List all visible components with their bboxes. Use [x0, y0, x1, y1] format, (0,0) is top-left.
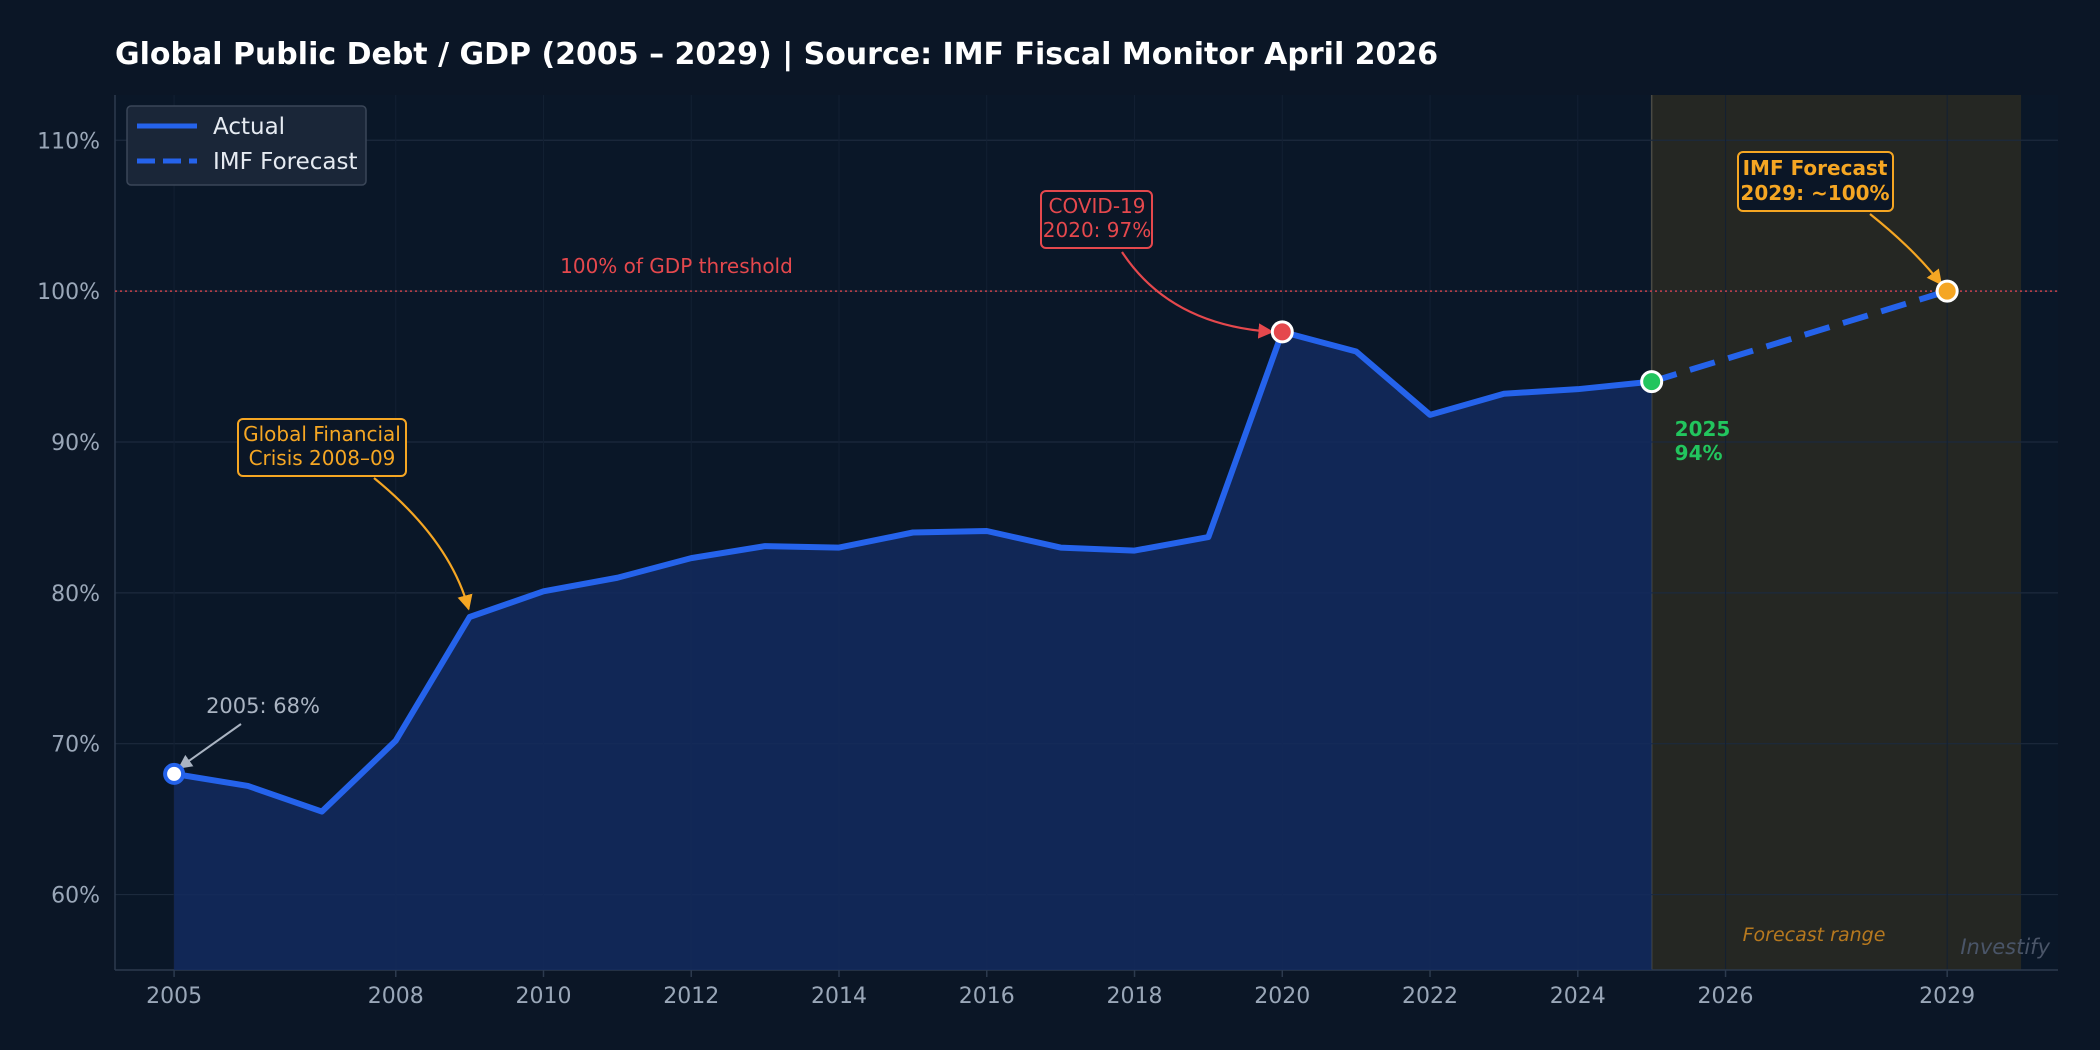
covid-annotation-line1: COVID-19 [1048, 194, 1145, 218]
gfc-annotation-line2: Crisis 2008–09 [249, 446, 396, 470]
y-tick-label: 70% [51, 733, 100, 758]
forecast-range-label: Forecast range [1743, 924, 1886, 946]
series-line-forecast [1650, 288, 1949, 385]
covid-annotation-box [1040, 190, 1153, 249]
legend-label-actual: Actual [213, 114, 285, 140]
x-tick-label: 2005 [146, 984, 202, 1009]
current-annotation-line2: 94% [1675, 441, 1723, 465]
current-point-marker [1640, 370, 1664, 394]
series-line-actual [171, 328, 1655, 815]
x-tick-label: 2024 [1550, 984, 1606, 1009]
y-tick-label: 60% [51, 884, 100, 909]
forecast-point-marker [1935, 279, 1959, 303]
gfc-annotation-box [237, 418, 407, 477]
forecast-annotation-box [1737, 151, 1894, 212]
y-tick-label: 100% [37, 280, 100, 305]
forecast-shading [1651, 95, 2022, 970]
start-annotation-label: 2005: 68% [206, 694, 320, 718]
chart-title: Global Public Debt / GDP (2005 – 2029) |… [115, 37, 1438, 72]
watermark: Investify [1960, 935, 2050, 959]
x-tick-label: 2029 [1919, 984, 1975, 1009]
forecast-annotation-line1: IMF Forecast [1743, 156, 1888, 180]
x-tick-label: 2008 [368, 984, 424, 1009]
current-annotation-line1: 2025 [1675, 417, 1731, 441]
forecast-annotation-arrow [1869, 213, 1943, 286]
covid-annotation-line2: 2020: 97% [1043, 218, 1151, 242]
x-tick-label: 2016 [959, 984, 1015, 1009]
x-tick-label: 2012 [663, 984, 719, 1009]
threshold-label: 100% of GDP threshold [560, 254, 793, 278]
gfc-annotation-line1: Global Financial [243, 422, 401, 446]
covid-annotation-arrow [1121, 251, 1274, 339]
x-tick-label: 2020 [1254, 984, 1310, 1009]
gfc-annotation-arrow [373, 477, 473, 611]
y-tick-label: 110% [37, 129, 100, 154]
x-tick-label: 2014 [811, 984, 867, 1009]
x-tick-label: 2018 [1107, 984, 1163, 1009]
actual-area-fill [174, 331, 1652, 970]
start-point-marker [163, 762, 186, 785]
forecast-annotation-line2: 2029: ~100% [1740, 181, 1889, 205]
y-tick-label: 80% [51, 582, 100, 607]
legend-label-forecast: IMF Forecast [213, 149, 358, 175]
start-annotation-arrow [177, 723, 242, 769]
x-tick-label: 2022 [1402, 984, 1458, 1009]
x-tick-label: 2026 [1698, 984, 1754, 1009]
y-tick-label: 90% [51, 431, 100, 456]
covid-point-marker [1270, 320, 1294, 344]
legend: Actual IMF Forecast [126, 105, 367, 186]
x-tick-label: 2010 [515, 984, 571, 1009]
